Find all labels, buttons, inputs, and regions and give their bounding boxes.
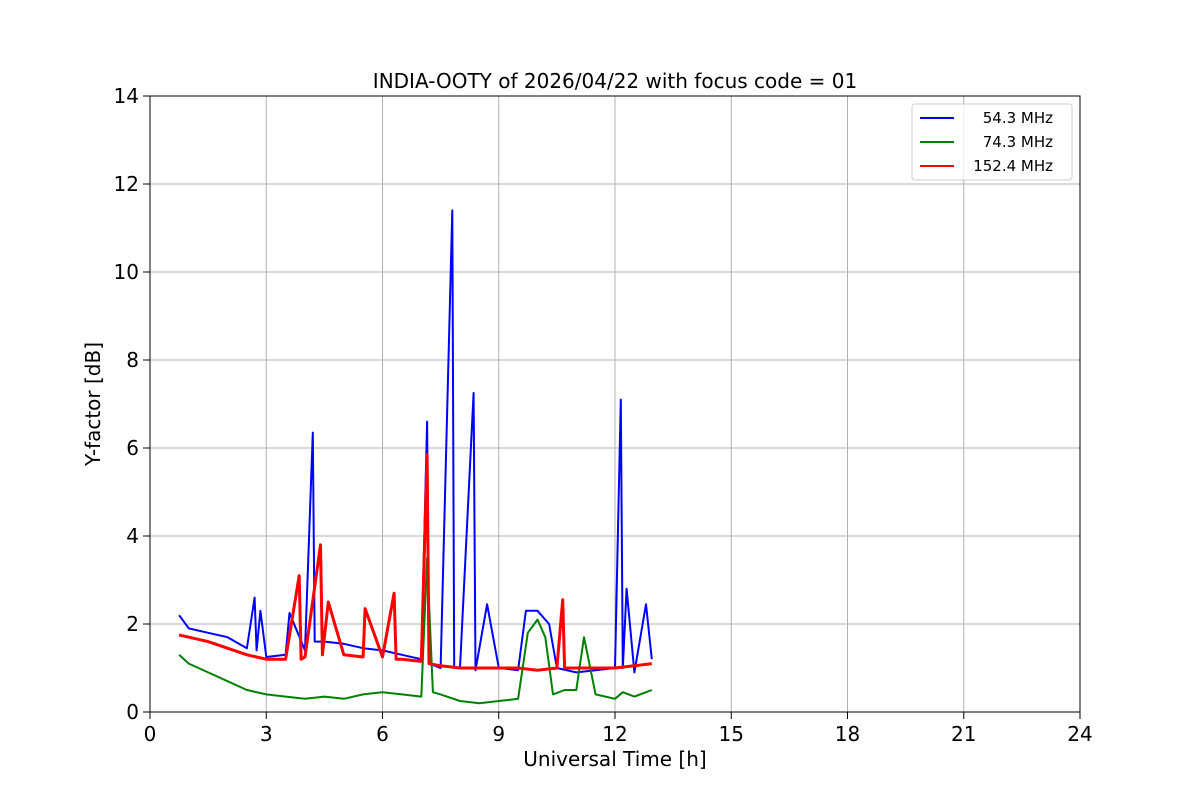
x-tick-label: 12 xyxy=(602,722,627,746)
legend-frame xyxy=(911,103,1073,181)
series-line-74-3-mhz xyxy=(178,557,653,705)
x-tick-label: 3 xyxy=(260,722,273,746)
y-axis-label: Y-factor [dB] xyxy=(81,342,105,467)
x-axis: 0 3 6 9 12 15 18 21 24 xyxy=(144,712,1093,746)
x-tick-label: 21 xyxy=(951,722,976,746)
x-tick-label: 0 xyxy=(144,722,157,746)
x-tick-label: 24 xyxy=(1067,722,1092,746)
legend: 54.3 MHz 74.3 MHz 152.4 MHz xyxy=(911,103,1073,181)
plot-series-area xyxy=(178,209,653,705)
x-tick-label: 9 xyxy=(492,722,505,746)
chart-title: INDIA-OOTY of 2026/04/22 with focus code… xyxy=(373,69,857,93)
series-line-152-4-mhz xyxy=(178,453,652,672)
y-tick-label: 8 xyxy=(126,348,139,372)
y-tick-label: 14 xyxy=(114,84,139,108)
x-tick-label: 6 xyxy=(376,722,389,746)
y-tick-label: 0 xyxy=(126,700,139,724)
legend-label-74-3-mhz: 74.3 MHz xyxy=(983,133,1053,151)
y-tick-label: 4 xyxy=(126,524,139,548)
y-tick-label: 10 xyxy=(114,260,139,284)
y-axis: 0 2 4 6 8 10 12 14 xyxy=(114,84,150,724)
y-tick-label: 12 xyxy=(114,172,139,196)
x-tick-label: 15 xyxy=(719,722,744,746)
x-axis-label: Universal Time [h] xyxy=(523,747,706,771)
y-tick-label: 2 xyxy=(126,612,139,636)
y-tick-label: 6 xyxy=(126,436,139,460)
x-tick-label: 18 xyxy=(835,722,860,746)
legend-label-54-3-mhz: 54.3 MHz xyxy=(983,109,1053,127)
legend-label-152-4-mhz: 152.4 MHz xyxy=(973,157,1053,175)
